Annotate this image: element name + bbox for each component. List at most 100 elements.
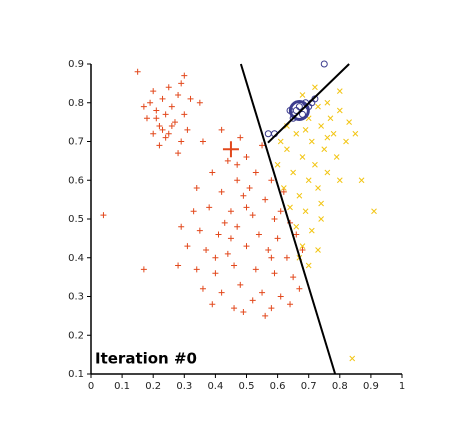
point [143,115,150,122]
point [168,123,175,129]
x-tick-label: 0.1 [114,381,130,392]
point [287,301,294,308]
point [162,134,169,141]
y-tick-label: 0.5 [68,214,84,225]
point [193,266,200,273]
x-tick-label: 0.2 [145,381,161,392]
y-tick-label: 0.8 [68,98,84,109]
point [324,169,331,176]
boundary-line [239,63,337,375]
point [209,301,216,308]
boundary-line [267,63,350,144]
point [302,208,309,215]
point [184,126,191,133]
x-tick-label: 1 [399,381,405,392]
point [296,285,303,292]
point [156,142,163,149]
point [287,204,293,211]
point [246,185,253,191]
point [199,285,206,292]
point [321,146,328,153]
point [299,154,306,160]
point [209,169,216,176]
point [290,274,297,281]
point [274,161,281,168]
centroid [222,141,239,158]
point [150,130,157,137]
point [259,289,266,296]
point [299,92,306,98]
x-tick-label: 0.3 [176,381,192,392]
point [196,99,203,106]
point [212,270,219,277]
point [277,138,284,145]
point [315,185,321,191]
point [252,169,259,176]
point [318,200,324,207]
point [249,297,256,304]
point [150,88,157,95]
point [190,208,197,215]
point [249,212,256,219]
point [243,154,250,160]
point [262,196,269,203]
centroid [288,100,310,121]
point [178,80,185,87]
point [352,130,359,137]
point [147,99,154,106]
x-tick-label: 0.9 [363,381,379,392]
point [252,266,259,273]
point [349,355,356,362]
y-tick-label: 0.4 [68,253,84,264]
point [240,309,247,315]
point [295,103,303,111]
point [224,250,231,257]
point [178,223,185,230]
point [243,204,250,211]
point [212,254,219,261]
point [156,123,163,129]
point [284,123,290,129]
point [268,177,275,184]
point [277,293,284,300]
point [358,177,365,184]
point [234,161,241,168]
y-tick-label: 0.2 [68,330,84,341]
point [293,231,300,238]
point [187,95,194,102]
point [227,235,234,242]
point [237,281,244,288]
x-tick-label: 0.7 [301,381,317,392]
y-tick-label: 0.3 [68,292,84,303]
point [371,208,377,215]
point [283,254,290,261]
point [175,262,182,269]
point [215,231,222,238]
point [134,68,141,75]
point [171,119,178,126]
point [259,142,266,149]
point [237,134,244,141]
point [175,92,182,98]
point [271,270,278,277]
point [165,84,172,91]
point [308,138,315,145]
point [231,305,238,312]
point [293,130,300,137]
point [336,177,343,184]
point [234,177,241,184]
point [343,138,349,145]
point [243,243,250,250]
point [315,103,321,110]
point [199,138,206,145]
point [312,161,318,168]
plot-area [100,60,377,375]
point [159,95,166,102]
point [277,208,284,215]
point [290,169,297,176]
point [336,107,343,114]
y-tick-label: 0.9 [68,59,84,70]
point [231,262,238,269]
point [178,138,185,145]
